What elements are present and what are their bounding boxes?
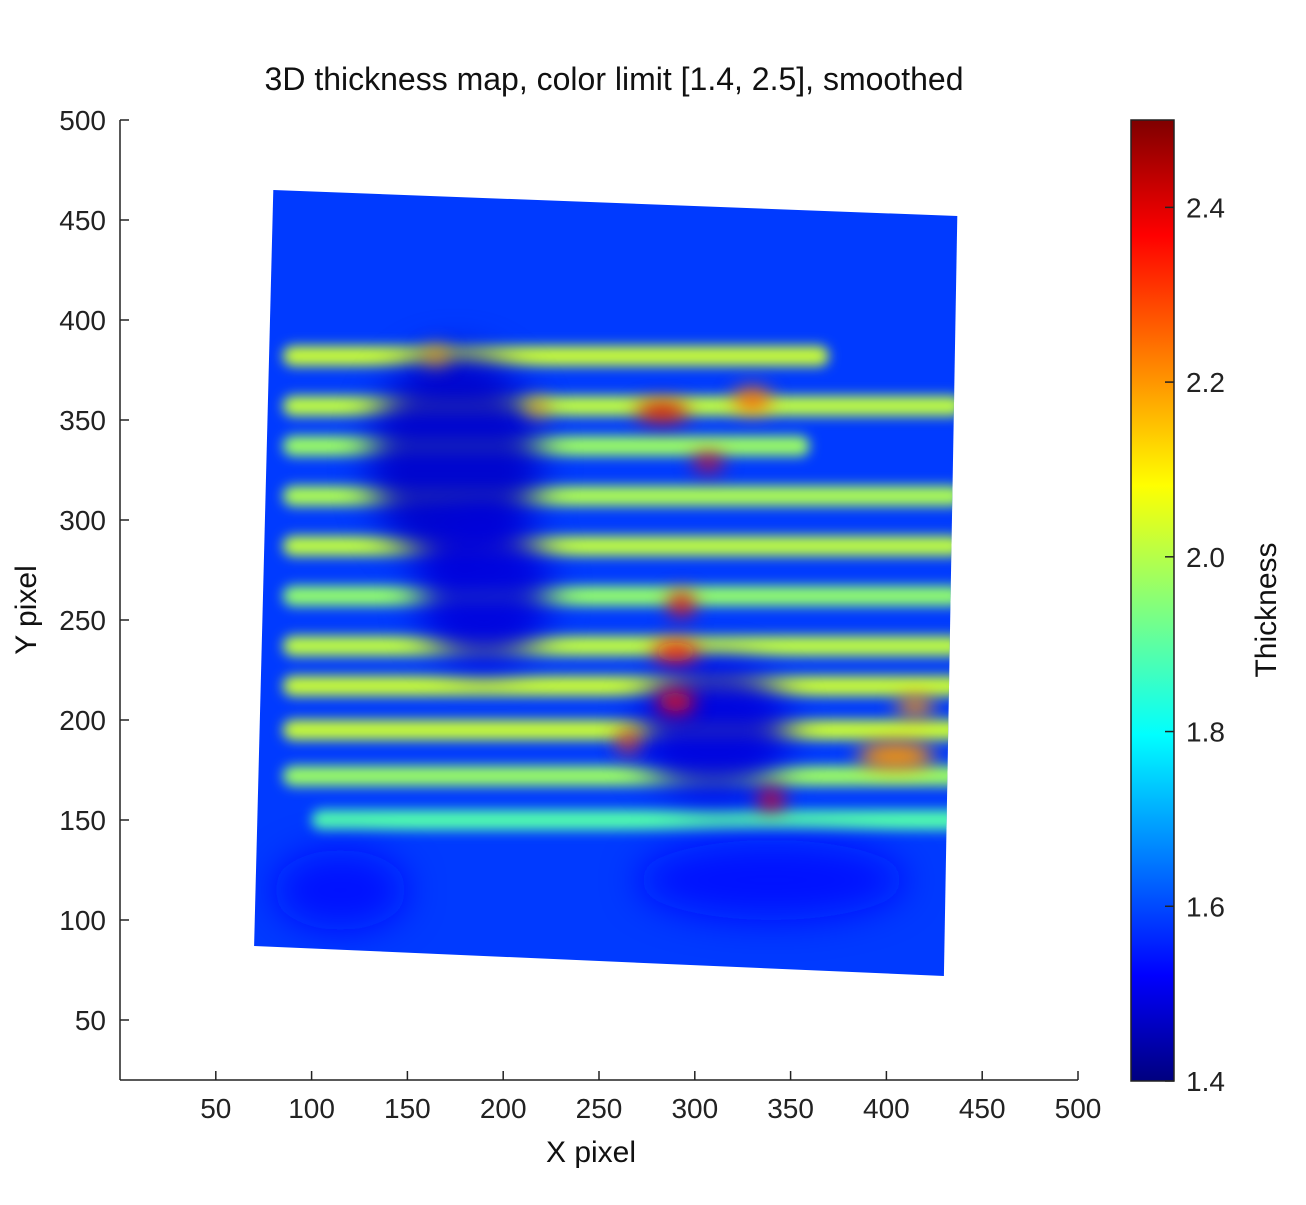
thick-hotspot <box>635 402 690 422</box>
x-axis-title: X pixel <box>546 1136 636 1169</box>
y-tick-label: 300 <box>59 505 106 536</box>
y-ticks: 50 100 150 200 250 300 350 400 450 500 <box>59 105 129 1036</box>
colorbar-tick-label: 2.4 <box>1186 192 1225 223</box>
y-tick-label: 350 <box>59 405 106 436</box>
x-ticks: 50 100 150 200 250 300 350 400 450 500 <box>200 1071 1101 1124</box>
thick-hotspots <box>424 348 935 810</box>
y-tick-label: 250 <box>59 605 106 636</box>
y-tick-label: 150 <box>59 805 106 836</box>
thick-hotspot <box>667 592 695 616</box>
colorbar-tick-label: 1.6 <box>1186 891 1225 922</box>
thickness-map <box>254 190 958 976</box>
x-tick-label: 350 <box>767 1093 814 1124</box>
thickness-band <box>311 810 958 830</box>
x-tick-label: 500 <box>1055 1093 1102 1124</box>
thickness-band <box>282 536 958 556</box>
chart-title: 3D thickness map, color limit [1.4, 2.5]… <box>265 61 964 97</box>
thickness-band <box>282 766 958 786</box>
colorbar-tick-label: 2.2 <box>1186 367 1225 398</box>
thickness-band <box>282 346 829 366</box>
x-tick-label: 100 <box>288 1093 335 1124</box>
x-tick-label: 300 <box>671 1093 718 1124</box>
colorbar-tick-label: 1.4 <box>1186 1066 1225 1097</box>
thick-hotspot <box>616 732 640 752</box>
thickness-band <box>282 636 958 656</box>
x-tick-label: 250 <box>576 1093 623 1124</box>
thick-hotspot <box>692 454 724 470</box>
y-tick-label: 500 <box>59 105 106 136</box>
thin-region <box>637 840 906 920</box>
thick-hotspot <box>652 642 699 662</box>
y-tick-label: 200 <box>59 705 106 736</box>
thick-hotspot <box>758 790 785 810</box>
colorbar-ticks: 1.4 1.6 1.8 2.0 2.2 2.4 <box>1165 192 1225 1097</box>
x-tick-label: 400 <box>863 1093 910 1124</box>
thick-hotspot <box>857 742 935 770</box>
map-background <box>254 190 958 976</box>
thickness-band <box>282 676 958 696</box>
thickness-band <box>282 586 958 606</box>
thick-hotspot <box>656 692 695 712</box>
thin-region <box>637 660 791 800</box>
thick-hotspot <box>528 400 548 416</box>
colorbar-tick-label: 1.8 <box>1186 717 1225 748</box>
x-tick-label: 150 <box>384 1093 431 1124</box>
thin-region <box>273 850 408 930</box>
y-tick-label: 100 <box>59 905 106 936</box>
thick-hotspot <box>424 348 448 364</box>
colorbar-tick-label: 2.0 <box>1186 542 1225 573</box>
x-tick-label: 50 <box>200 1093 231 1124</box>
thick-hotspot <box>733 388 772 412</box>
thin-region <box>416 510 552 670</box>
y-tick-label: 400 <box>59 305 106 336</box>
thin-regions <box>273 350 906 930</box>
y-axis-title: Y pixel <box>10 565 43 655</box>
thickness-band <box>282 720 958 740</box>
y-tick-label: 50 <box>75 1005 106 1036</box>
x-tick-label: 450 <box>959 1093 1006 1124</box>
x-tick-label: 200 <box>480 1093 527 1124</box>
y-tick-label: 450 <box>59 205 106 236</box>
thick-hotspot <box>895 696 935 716</box>
colorbar-label: Thickness <box>1250 542 1283 677</box>
colorbar <box>1130 119 1175 1082</box>
thickness-band <box>282 436 810 456</box>
